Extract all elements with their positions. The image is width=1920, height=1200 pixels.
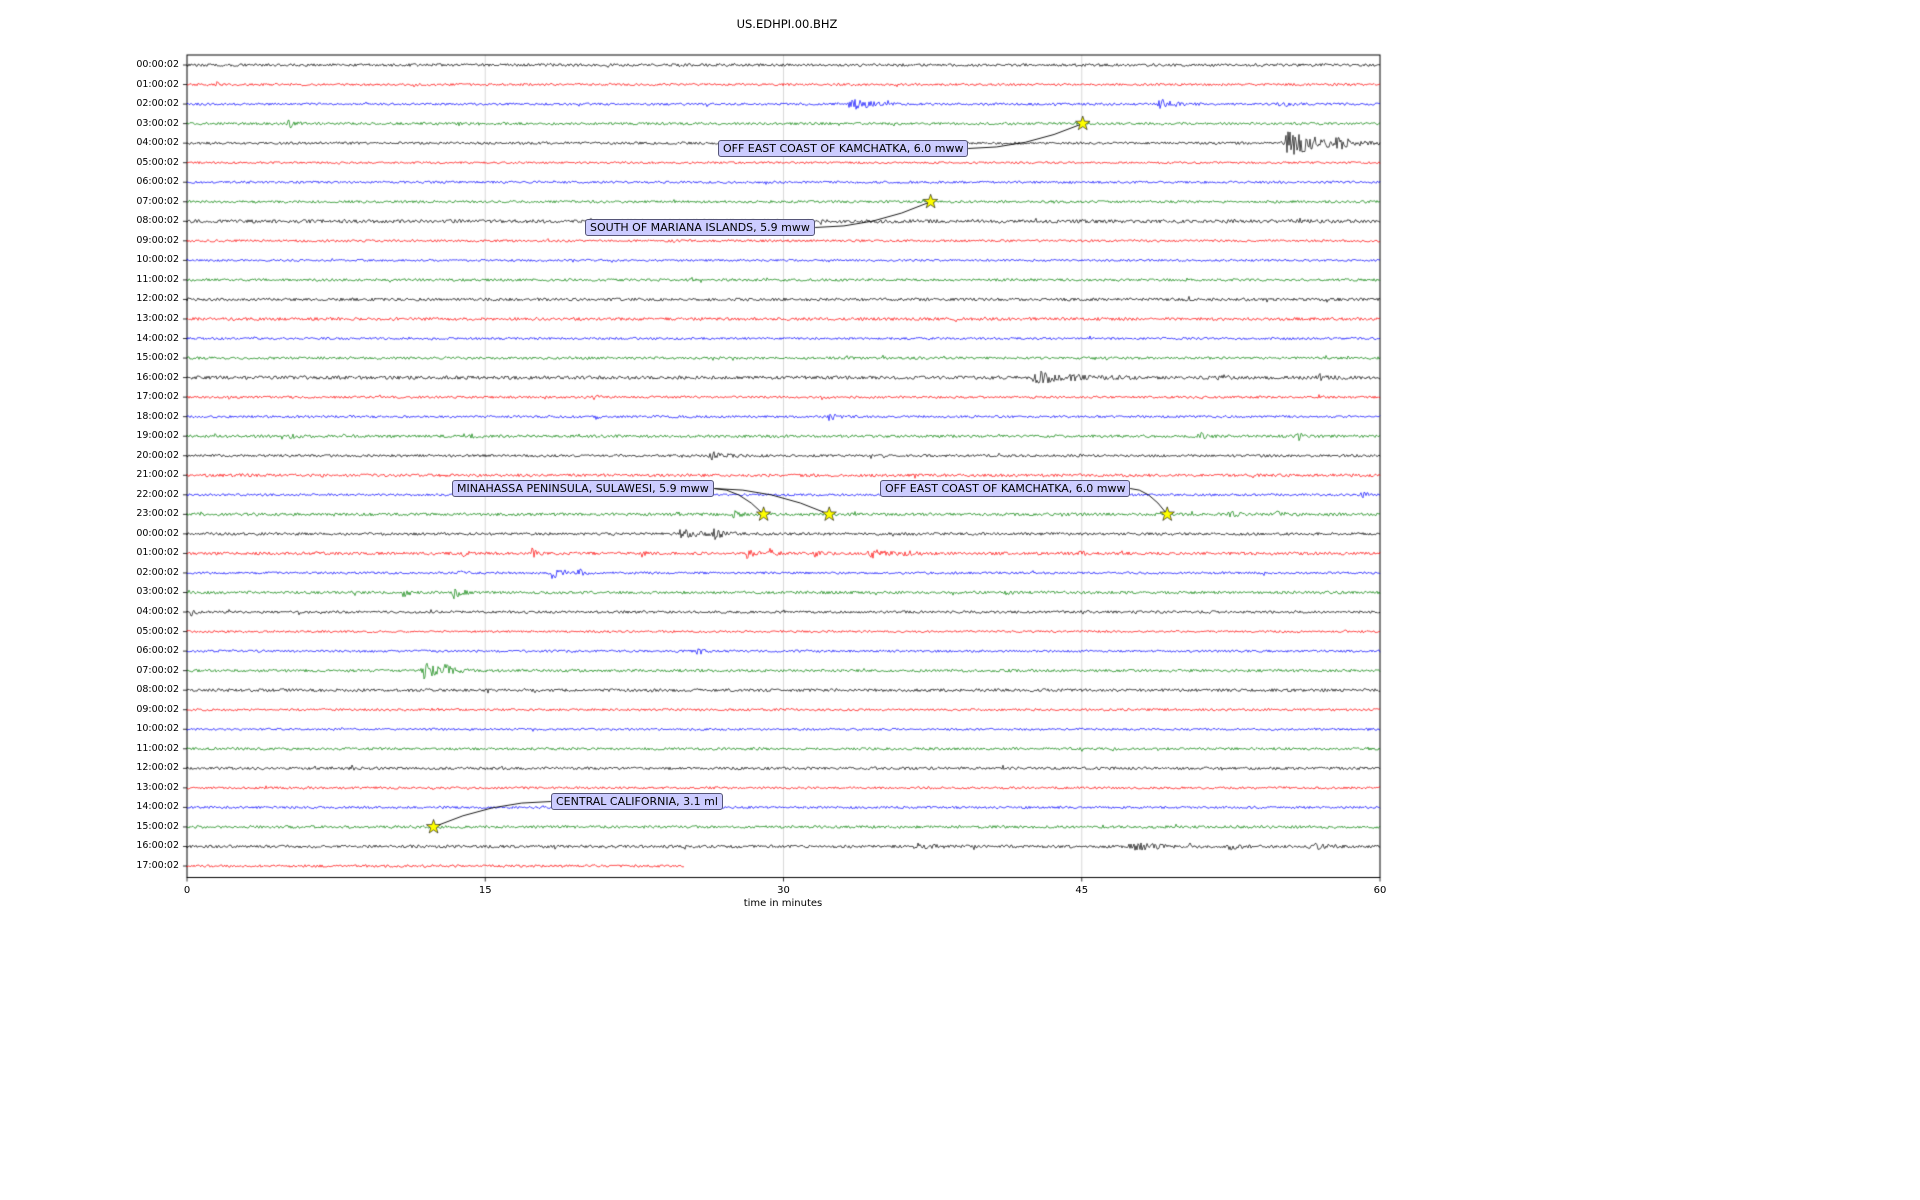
x-tick-label: 30 [777, 884, 790, 896]
event-label: SOUTH OF MARIANA ISLANDS, 5.9 mww [585, 219, 815, 236]
y-tick-label: 05:00:02 [136, 156, 179, 168]
y-tick-label: 08:00:02 [136, 215, 179, 227]
y-tick-label: 15:00:02 [136, 820, 179, 832]
event-label: OFF EAST COAST OF KAMCHATKA, 6.0 mww [880, 480, 1131, 497]
y-tick-label: 11:00:02 [136, 273, 179, 285]
x-tick-label: 15 [478, 884, 492, 896]
y-tick-label: 03:00:02 [136, 117, 179, 129]
y-tick-label: 20:00:02 [136, 449, 179, 461]
y-tick-label: 14:00:02 [136, 332, 179, 344]
y-tick-label: 13:00:02 [136, 312, 179, 324]
x-tick-label: 45 [1075, 884, 1089, 896]
y-tick-label: 04:00:02 [136, 137, 179, 149]
event-label: OFF EAST COAST OF KAMCHATKA, 6.0 mww [718, 140, 969, 157]
y-tick-label: 10:00:02 [136, 723, 179, 735]
event-label: MINAHASSA PENINSULA, SULAWESI, 5.9 mww [452, 480, 714, 497]
y-tick-label: 08:00:02 [136, 684, 179, 696]
x-axis-label: time in minutes [743, 898, 823, 909]
y-tick-label: 09:00:02 [136, 234, 179, 246]
y-tick-label: 07:00:02 [136, 195, 179, 207]
y-tick-label: 06:00:02 [136, 645, 179, 657]
x-tick-label: 60 [1373, 884, 1387, 896]
y-tick-label: 00:00:02 [136, 59, 179, 70]
y-tick-label: 02:00:02 [136, 566, 179, 578]
y-tick-label: 01:00:02 [136, 547, 179, 559]
y-tick-label: 09:00:02 [136, 703, 179, 715]
y-tick-label: 05:00:02 [136, 625, 179, 637]
y-tick-label: 04:00:02 [136, 606, 179, 618]
y-tick-label: 17:00:02 [136, 860, 179, 872]
y-tick-label: 11:00:02 [136, 742, 179, 754]
y-tick-label: 06:00:02 [136, 176, 179, 188]
x-tick-label: 0 [183, 884, 191, 896]
y-tick-label: 12:00:02 [136, 762, 179, 774]
y-tick-label: 16:00:02 [136, 371, 179, 383]
y-tick-label: 23:00:02 [136, 508, 179, 520]
y-tick-label: 07:00:02 [136, 664, 179, 676]
y-tick-label: 13:00:02 [136, 781, 179, 793]
y-tick-label: 00:00:02 [136, 527, 179, 539]
y-tick-label: 21:00:02 [136, 469, 179, 481]
page-title: US.EDHPI.00.BHZ [736, 17, 838, 31]
y-tick-label: 22:00:02 [136, 488, 179, 500]
y-tick-label: 01:00:02 [136, 78, 179, 90]
y-tick-label: 12:00:02 [136, 293, 179, 305]
y-tick-label: 17:00:02 [136, 391, 179, 403]
y-tick-label: 18:00:02 [136, 410, 179, 422]
y-tick-label: 14:00:02 [136, 801, 179, 813]
y-tick-label: 16:00:02 [136, 840, 179, 852]
event-label: CENTRAL CALIFORNIA, 3.1 ml [551, 793, 723, 810]
y-tick-label: 02:00:02 [136, 98, 179, 110]
y-tick-label: 19:00:02 [136, 430, 179, 442]
y-tick-label: 15:00:02 [136, 352, 179, 364]
y-tick-label: 03:00:02 [136, 586, 179, 598]
y-tick-label: 10:00:02 [136, 254, 179, 266]
